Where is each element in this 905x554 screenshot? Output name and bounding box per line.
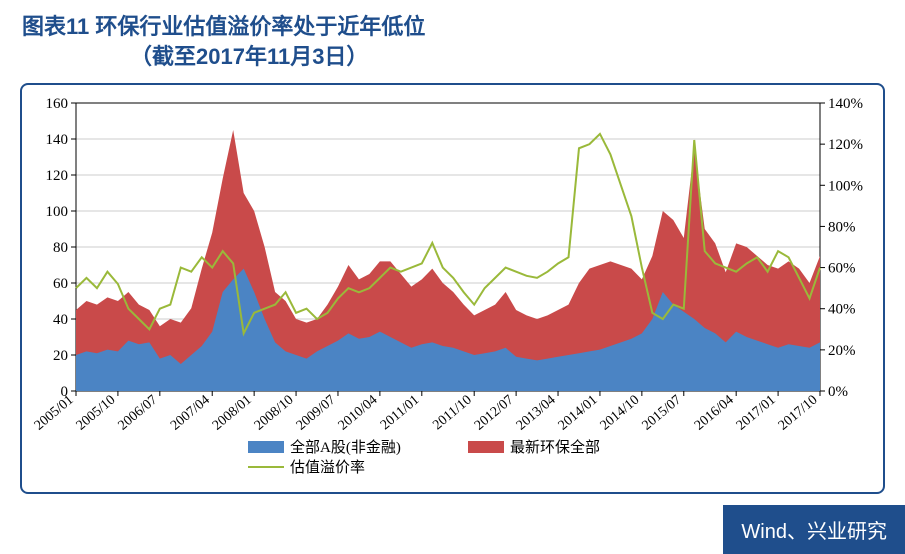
svg-text:140: 140: [46, 132, 69, 148]
legend-blue-swatch: [248, 441, 284, 453]
chart-subtitle: （截至2017年11月3日）: [0, 43, 905, 80]
svg-text:2008/01: 2008/01: [210, 393, 255, 434]
svg-text:2017/01: 2017/01: [734, 393, 779, 434]
svg-text:80: 80: [53, 240, 68, 256]
svg-text:2017/10: 2017/10: [776, 393, 821, 434]
svg-text:120%: 120%: [828, 138, 863, 154]
svg-text:60: 60: [53, 276, 68, 292]
legend-green-label: 估值溢价率: [290, 459, 365, 476]
legend-red-label: 最新环保全部: [510, 438, 600, 456]
svg-text:2005/10: 2005/10: [74, 393, 119, 434]
chart-frame: 0204060801001201401600%20%40%60%80%100%1…: [20, 83, 885, 494]
svg-text:2005/01: 2005/01: [32, 393, 77, 434]
svg-text:2011/10: 2011/10: [430, 393, 474, 434]
svg-text:2008/10: 2008/10: [252, 393, 297, 434]
svg-text:40: 40: [53, 312, 68, 328]
svg-text:2010/04: 2010/04: [336, 393, 381, 434]
svg-text:0%: 0%: [828, 384, 848, 400]
svg-text:2016/04: 2016/04: [692, 393, 737, 434]
svg-text:20: 20: [53, 348, 68, 364]
legend-red-swatch: [468, 441, 504, 453]
svg-text:2015/07: 2015/07: [640, 393, 685, 434]
svg-text:2009/07: 2009/07: [294, 393, 339, 434]
svg-text:60%: 60%: [828, 261, 856, 277]
source-label: Wind、兴业研究: [723, 505, 905, 554]
legend-blue-label: 全部A股(非金融): [290, 438, 401, 456]
chart-svg: 0204060801001201401600%20%40%60%80%100%1…: [28, 91, 875, 486]
svg-text:2012/07: 2012/07: [472, 393, 517, 434]
svg-text:140%: 140%: [828, 96, 863, 112]
svg-text:40%: 40%: [828, 302, 856, 318]
svg-text:120: 120: [46, 168, 69, 184]
svg-text:2006/07: 2006/07: [116, 393, 161, 434]
svg-text:2014/10: 2014/10: [598, 393, 643, 434]
svg-text:2007/04: 2007/04: [168, 393, 213, 434]
svg-text:2013/04: 2013/04: [514, 393, 559, 434]
svg-text:2014/01: 2014/01: [556, 393, 601, 434]
svg-text:2011/01: 2011/01: [378, 393, 422, 434]
svg-text:80%: 80%: [828, 220, 856, 236]
svg-text:100: 100: [46, 204, 69, 220]
svg-text:160: 160: [46, 96, 69, 112]
chart-title: 图表11 环保行业估值溢价率处于近年低位: [0, 0, 905, 43]
svg-text:20%: 20%: [828, 343, 856, 359]
svg-text:100%: 100%: [828, 179, 863, 195]
